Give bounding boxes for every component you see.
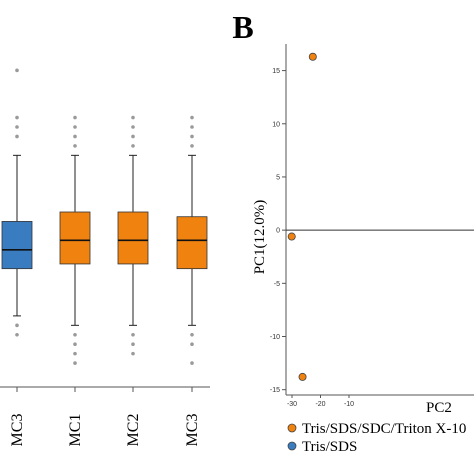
data-point	[308, 52, 317, 61]
outlier-point	[190, 361, 194, 365]
scatter-x-label: PC2	[426, 400, 452, 416]
outlier-point	[73, 134, 77, 139]
outlier-point	[15, 323, 19, 328]
outlier-point	[131, 351, 135, 356]
legend-marker-tris-sds-sdc	[287, 423, 297, 433]
y-tick-label: 15	[272, 68, 280, 75]
x-tick-label: -20	[315, 401, 325, 408]
y-tick-label: -10	[270, 334, 280, 341]
x-tick-label: -10	[344, 401, 354, 408]
outlier-point	[15, 125, 19, 129]
outlier-point	[73, 125, 77, 129]
outlier-point	[73, 332, 77, 337]
outlier-point	[73, 361, 77, 365]
box-mc3	[1, 221, 33, 270]
outlier-point	[190, 332, 194, 337]
y-tick-label: 0	[276, 228, 280, 235]
box-mc3	[176, 216, 208, 270]
outlier-point	[131, 342, 135, 347]
box-mc2	[117, 211, 149, 265]
outlier-point	[15, 332, 19, 337]
data-point	[287, 232, 296, 241]
outlier-point	[15, 68, 19, 73]
category-label: MC3	[184, 414, 201, 447]
outlier-point	[15, 115, 19, 120]
outlier-point	[190, 144, 194, 148]
legend: Tris/SDS/SDC/Triton X-10 Tris/SDS	[287, 421, 466, 455]
outlier-point	[190, 134, 194, 139]
outlier-point	[131, 144, 135, 148]
outlier-point	[73, 342, 77, 347]
outlier-point	[15, 134, 19, 139]
legend-label-tris-sds-sdc: Tris/SDS/SDC/Triton X-10	[302, 421, 466, 437]
y-tick-label: 10	[272, 121, 280, 128]
legend-marker-tris-sds	[287, 441, 297, 451]
panel-label: B	[232, 9, 253, 45]
boxplot-chart: MC3 MC1 MC2 MC3	[0, 68, 210, 447]
y-tick-label: 5	[276, 174, 280, 181]
outlier-point	[131, 332, 135, 337]
box-mc1	[59, 211, 91, 265]
scatter-y-label: PC1(12.0%)	[252, 200, 268, 275]
outlier-point	[73, 144, 77, 148]
outlier-point	[190, 115, 194, 120]
x-tick-label: -30	[287, 401, 297, 408]
scatter-chart: PC1(12.0%) PC2 Tris/SDS/SDC/Triton X-10 …	[252, 44, 474, 455]
outlier-point	[131, 115, 135, 120]
category-label: MC2	[125, 414, 142, 447]
outlier-point	[73, 115, 77, 120]
outlier-point	[131, 125, 135, 129]
category-label: MC3	[9, 414, 26, 447]
y-tick-label: -15	[270, 387, 280, 394]
category-label: MC1	[67, 414, 84, 447]
legend-label-tris-sds: Tris/SDS	[302, 439, 357, 455]
outlier-point	[190, 125, 194, 129]
outlier-point	[190, 342, 194, 347]
data-point	[298, 372, 307, 381]
outlier-point	[131, 134, 135, 139]
y-tick-label: -5	[274, 281, 280, 288]
outlier-point	[73, 351, 77, 356]
